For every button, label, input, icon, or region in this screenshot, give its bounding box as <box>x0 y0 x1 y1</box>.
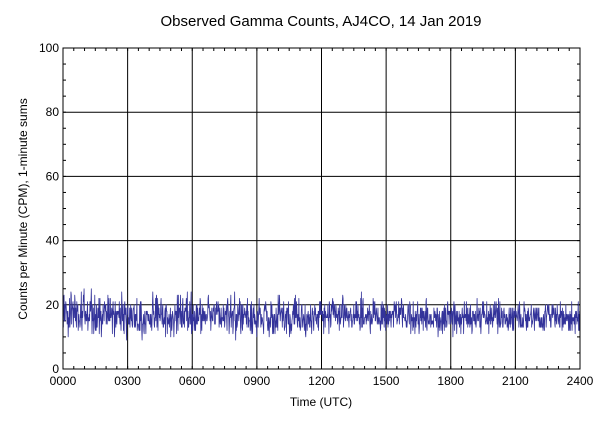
x-axis-label: Time (UTC) <box>290 395 352 409</box>
x-tick-label: 1800 <box>437 374 464 388</box>
y-tick-labels: 0 20 40 60 80 100 <box>39 41 59 376</box>
x-tick-label: 2100 <box>502 374 529 388</box>
x-tick-labels: 0000 0300 0600 0900 1200 1500 1800 2100 2400 <box>50 374 594 388</box>
x-tick-label: 2400 <box>567 374 594 388</box>
y-tick-label: 80 <box>46 105 60 119</box>
y-tick-label: 0 <box>52 362 59 376</box>
x-tick-label: 0000 <box>50 374 77 388</box>
y-tick-label: 40 <box>46 234 60 248</box>
y-tick-label: 60 <box>46 169 60 183</box>
chart-title: Observed Gamma Counts, AJ4CO, 14 Jan 201… <box>161 13 482 30</box>
x-tick-label: 0300 <box>114 374 141 388</box>
x-tick-label: 1500 <box>373 374 400 388</box>
x-tick-label: 0600 <box>179 374 206 388</box>
y-tick-label: 20 <box>46 298 60 312</box>
x-tick-label: 0900 <box>244 374 271 388</box>
plot-frame <box>62 47 581 370</box>
x-tick-label: 1200 <box>308 374 335 388</box>
y-axis-label: Counts per Minute (CPM), 1-minute sums <box>16 98 30 319</box>
y-tick-label: 100 <box>39 41 59 55</box>
series-line-0 <box>62 288 581 341</box>
series-layer <box>62 288 581 341</box>
grid-lines <box>62 47 581 370</box>
